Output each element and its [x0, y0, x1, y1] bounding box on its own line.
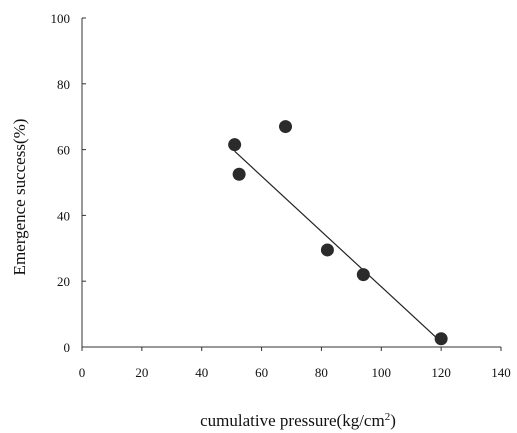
y-tick-label: 40 — [57, 208, 70, 223]
y-tick-label: 20 — [57, 274, 70, 289]
y-tick-label: 80 — [57, 77, 70, 92]
x-axis-title-main: cumulative pressure(kg/cm — [200, 411, 385, 430]
y-tick-label: 0 — [64, 340, 71, 355]
y-tick-label: 60 — [57, 143, 70, 158]
x-axis-title-suffix: ) — [390, 411, 396, 430]
x-tick-label: 140 — [491, 365, 511, 380]
x-tick-label: 120 — [431, 365, 451, 380]
data-point — [356, 268, 370, 282]
x-tick-label: 20 — [135, 365, 148, 380]
tick-labels: 0 20 40 60 80 100 120 140 0 20 40 60 80 100 — [51, 11, 511, 380]
data-point — [279, 120, 293, 134]
data-point — [228, 138, 242, 152]
data-points — [228, 120, 448, 346]
data-point — [320, 243, 334, 257]
x-axis-title-superscript: 2 — [385, 411, 391, 423]
x-tick-label: 60 — [255, 365, 268, 380]
data-point — [434, 332, 448, 346]
x-tick-label: 100 — [372, 365, 392, 380]
x-tick-label: 0 — [79, 365, 86, 380]
ticks — [81, 17, 502, 351]
x-tick-label: 80 — [315, 365, 328, 380]
x-axis-title: cumulative pressure(kg/cm2) — [200, 411, 396, 430]
x-tick-label: 40 — [195, 365, 208, 380]
y-tick-label: 100 — [51, 11, 71, 26]
trendline — [234, 150, 442, 343]
axes — [81, 18, 501, 348]
data-point — [232, 167, 246, 181]
y-axis-title: Emergence success(%) — [10, 119, 29, 276]
